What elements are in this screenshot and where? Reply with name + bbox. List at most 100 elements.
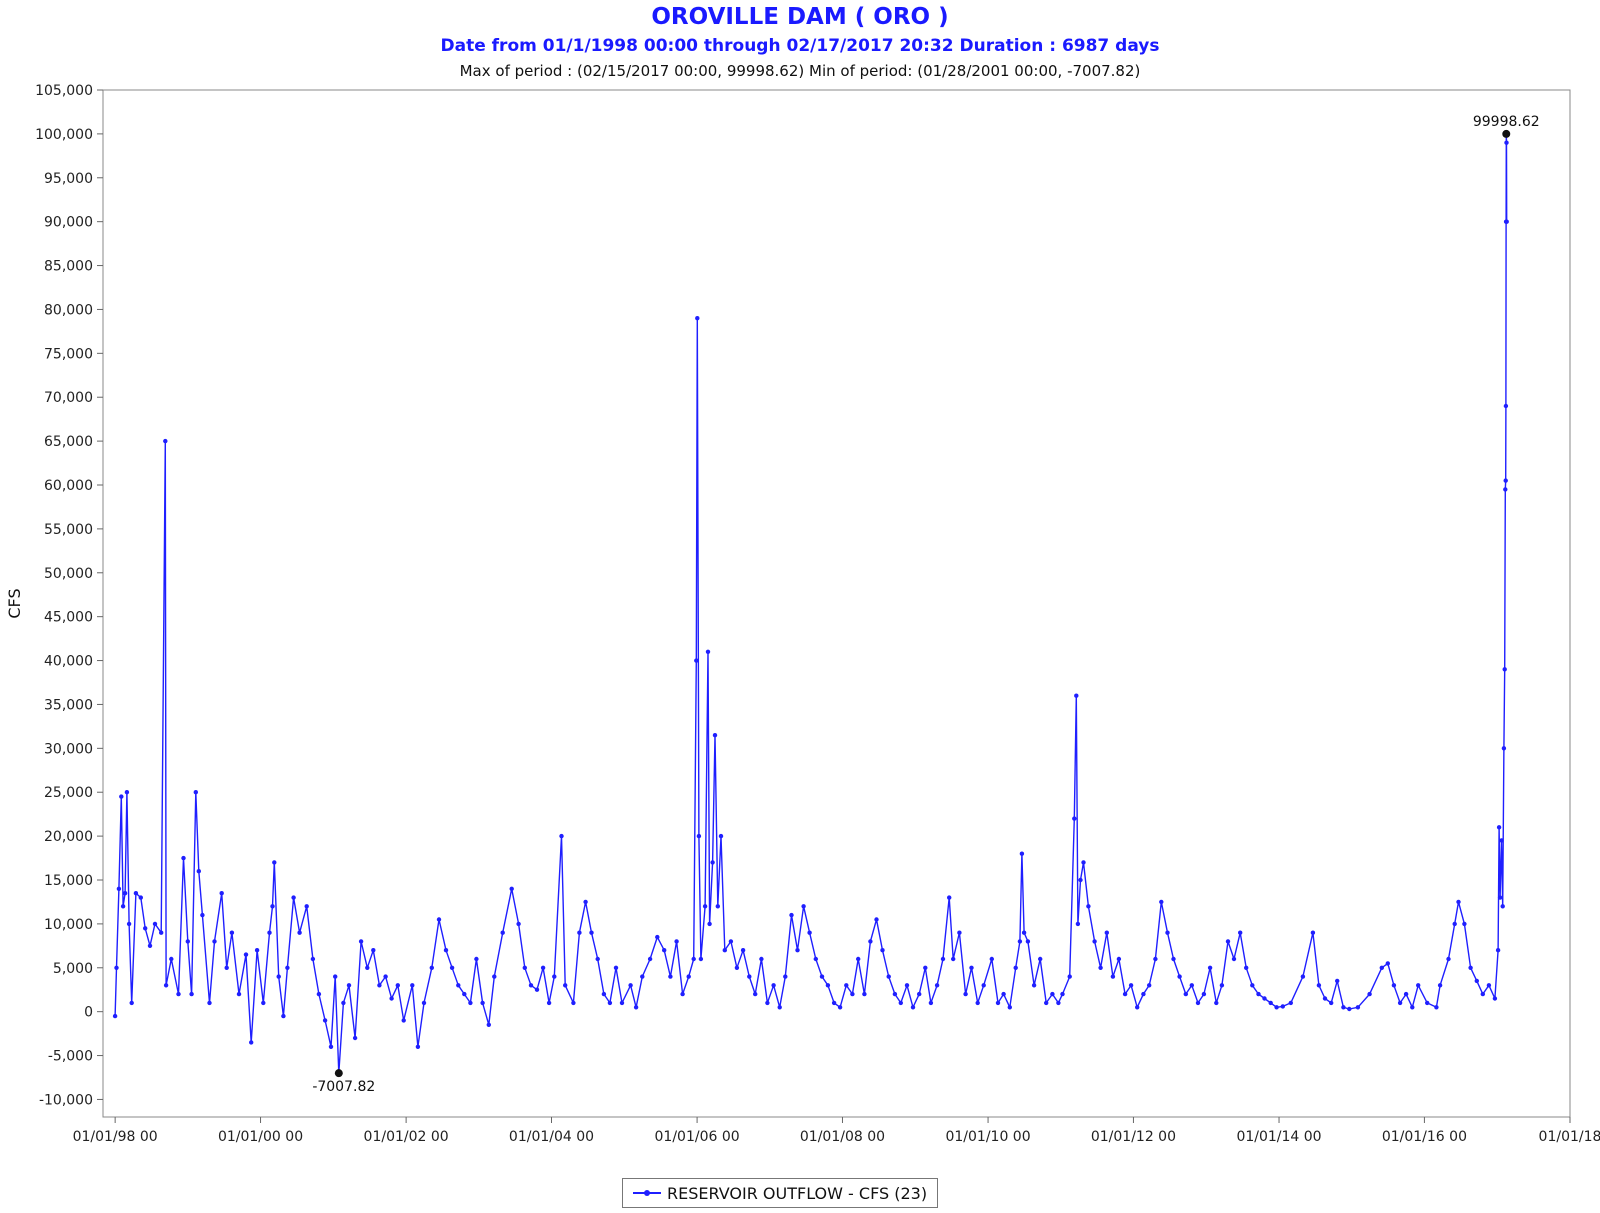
data-point [333, 974, 338, 979]
data-point [1159, 899, 1164, 905]
y-tick-label: 15,000 [44, 873, 93, 889]
data-point [147, 943, 153, 948]
data-point [254, 948, 260, 953]
axes [102, 89, 1571, 1118]
y-tick-label: 40,000 [44, 654, 93, 670]
data-point [1501, 746, 1507, 751]
data-point [702, 904, 708, 909]
data-point [120, 904, 126, 909]
data-point [276, 974, 281, 979]
data-point [563, 983, 568, 988]
data-point [831, 1000, 837, 1006]
data-point [383, 974, 388, 979]
data-point [1019, 851, 1025, 856]
data-point [534, 987, 540, 992]
data-point [1499, 838, 1504, 843]
y-tick-label: 80,000 [44, 302, 93, 318]
x-tick-label: 01/01/12 00 [1091, 1129, 1176, 1145]
data-point [577, 930, 582, 935]
data-point [401, 1018, 406, 1023]
data-point [341, 1000, 346, 1006]
data-point [492, 974, 497, 979]
data-point [1067, 974, 1072, 979]
data-point [1322, 996, 1328, 1001]
data-point [694, 658, 699, 663]
data-point [196, 869, 201, 874]
data-point [1316, 983, 1322, 988]
data-point [1219, 983, 1225, 988]
data-point [1238, 930, 1243, 935]
data-point [377, 983, 382, 988]
data-point [698, 956, 704, 962]
data-point [1075, 921, 1081, 927]
data-point [143, 926, 148, 931]
data-point [710, 860, 715, 865]
data-point [297, 930, 302, 935]
data-point [868, 939, 873, 944]
data-point [1410, 1005, 1415, 1010]
data-point [1231, 956, 1237, 962]
x-tick-label: 01/01/16 00 [1382, 1129, 1467, 1145]
data-point [540, 965, 546, 970]
data-point [114, 965, 119, 970]
data-point [1050, 991, 1055, 997]
data-point [181, 855, 186, 861]
data-point [395, 983, 400, 988]
data-point [429, 965, 434, 970]
data-point [628, 983, 633, 988]
data-point [516, 921, 521, 927]
data-point [595, 956, 600, 962]
data-point [474, 956, 479, 962]
data-point [546, 1000, 552, 1006]
data-point [122, 891, 128, 896]
y-tick-label: 5,000 [53, 961, 93, 977]
data-point [940, 956, 946, 962]
data-point [1116, 956, 1122, 962]
data-point [1025, 939, 1031, 944]
y-tick-label: 70,000 [44, 390, 93, 406]
data-point [880, 948, 885, 953]
y-tick-label: 60,000 [44, 478, 93, 494]
data-point [1081, 860, 1086, 865]
data-point [1017, 939, 1023, 944]
data-point [1503, 478, 1508, 483]
data-point [1141, 991, 1146, 997]
data-point [1256, 991, 1261, 997]
data-point [633, 1005, 639, 1010]
data-point [159, 930, 164, 935]
y-tick-label: 20,000 [44, 829, 93, 845]
data-point [1268, 1000, 1273, 1006]
x-tick-label: 01/01/18 [1539, 1129, 1600, 1145]
data-point [358, 939, 364, 944]
data-point [207, 1000, 212, 1006]
data-point [1201, 991, 1207, 997]
data-point [1437, 983, 1443, 988]
data-point [316, 991, 322, 997]
data-point [270, 904, 275, 909]
data-point [169, 956, 174, 962]
data-point [261, 1000, 266, 1006]
data-point [668, 974, 673, 979]
data-point [1416, 983, 1421, 988]
data-point [193, 790, 198, 795]
y-tick-label: 95,000 [44, 171, 93, 187]
x-tick-label: 01/01/14 00 [1236, 1129, 1321, 1145]
data-point [1135, 1005, 1140, 1010]
data-point [1341, 1005, 1346, 1010]
x-tick-label: 01/01/08 00 [800, 1129, 885, 1145]
data-point [1504, 219, 1509, 224]
y-tick-label: 90,000 [44, 215, 93, 231]
data-point [1504, 140, 1509, 145]
data-point [1225, 939, 1231, 944]
data-point [789, 912, 794, 918]
data-point [1500, 904, 1505, 909]
annotation-label: 99998.62 [1473, 114, 1540, 130]
data-point [1244, 965, 1249, 970]
data-point [707, 921, 712, 927]
plot-area [102, 89, 1571, 1118]
legend: RESERVOIR OUTFLOW - CFS (23) [622, 1178, 939, 1208]
data-point [963, 991, 968, 997]
data-point [686, 974, 691, 979]
data-point [1347, 1006, 1352, 1012]
